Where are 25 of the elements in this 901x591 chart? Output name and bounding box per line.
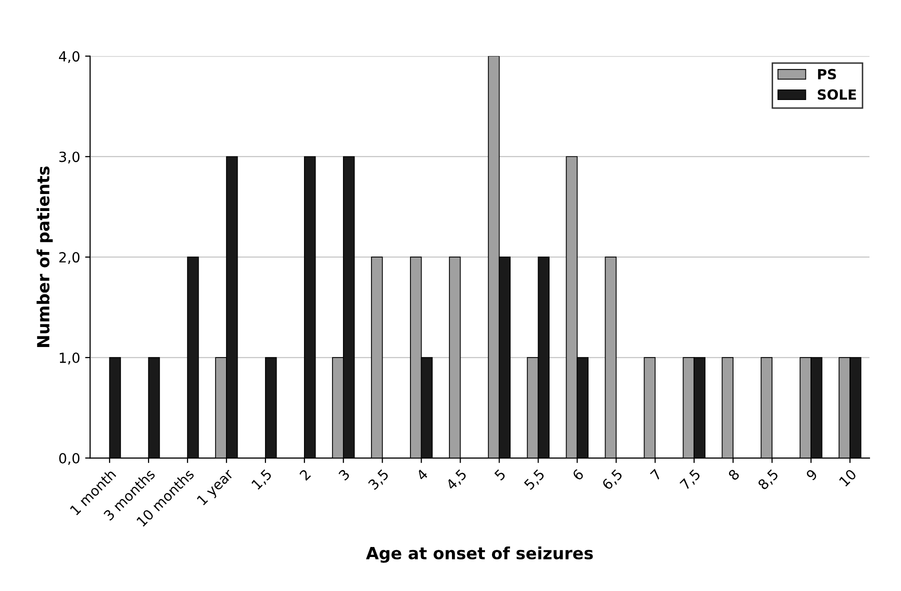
x-tick-label: 6,5 bbox=[601, 468, 624, 492]
x-tick-label: 1,5 bbox=[251, 468, 274, 491]
x-tick-label: 2 bbox=[299, 468, 311, 481]
x-tick-label: 8,5 bbox=[757, 468, 780, 492]
y-tick-label: 2,0 bbox=[59, 252, 80, 264]
y-tick-label: 4,0 bbox=[58, 51, 80, 64]
legend-label: SOLE bbox=[818, 89, 856, 100]
y-axis-title: Number of patients bbox=[36, 166, 53, 347]
x-tick-label: 8 bbox=[728, 468, 740, 481]
x-tick-label: 7,5 bbox=[680, 468, 702, 492]
x-tick-label: 3,5 bbox=[368, 468, 390, 492]
x-tick-label: 5,5 bbox=[524, 468, 546, 492]
x-tick-label: 9 bbox=[806, 468, 818, 481]
x-tick-label: 10 bbox=[838, 468, 857, 487]
x-tick-label: 4 bbox=[416, 468, 428, 481]
x-tick-label: 7 bbox=[650, 468, 662, 481]
x-tick-label: 6 bbox=[572, 468, 584, 481]
y-tick-label: 0,0 bbox=[59, 452, 80, 465]
x-tick-label: 4,5 bbox=[445, 468, 468, 492]
x-tick-label: 5 bbox=[494, 468, 506, 481]
x-axis-title: Age at onset of seizures bbox=[366, 546, 593, 563]
y-tick-label: 1,0 bbox=[60, 352, 80, 364]
legend-label: PS bbox=[818, 68, 836, 80]
x-tick-label: 3 bbox=[338, 468, 350, 481]
y-tick-label: 3,0 bbox=[59, 152, 80, 164]
